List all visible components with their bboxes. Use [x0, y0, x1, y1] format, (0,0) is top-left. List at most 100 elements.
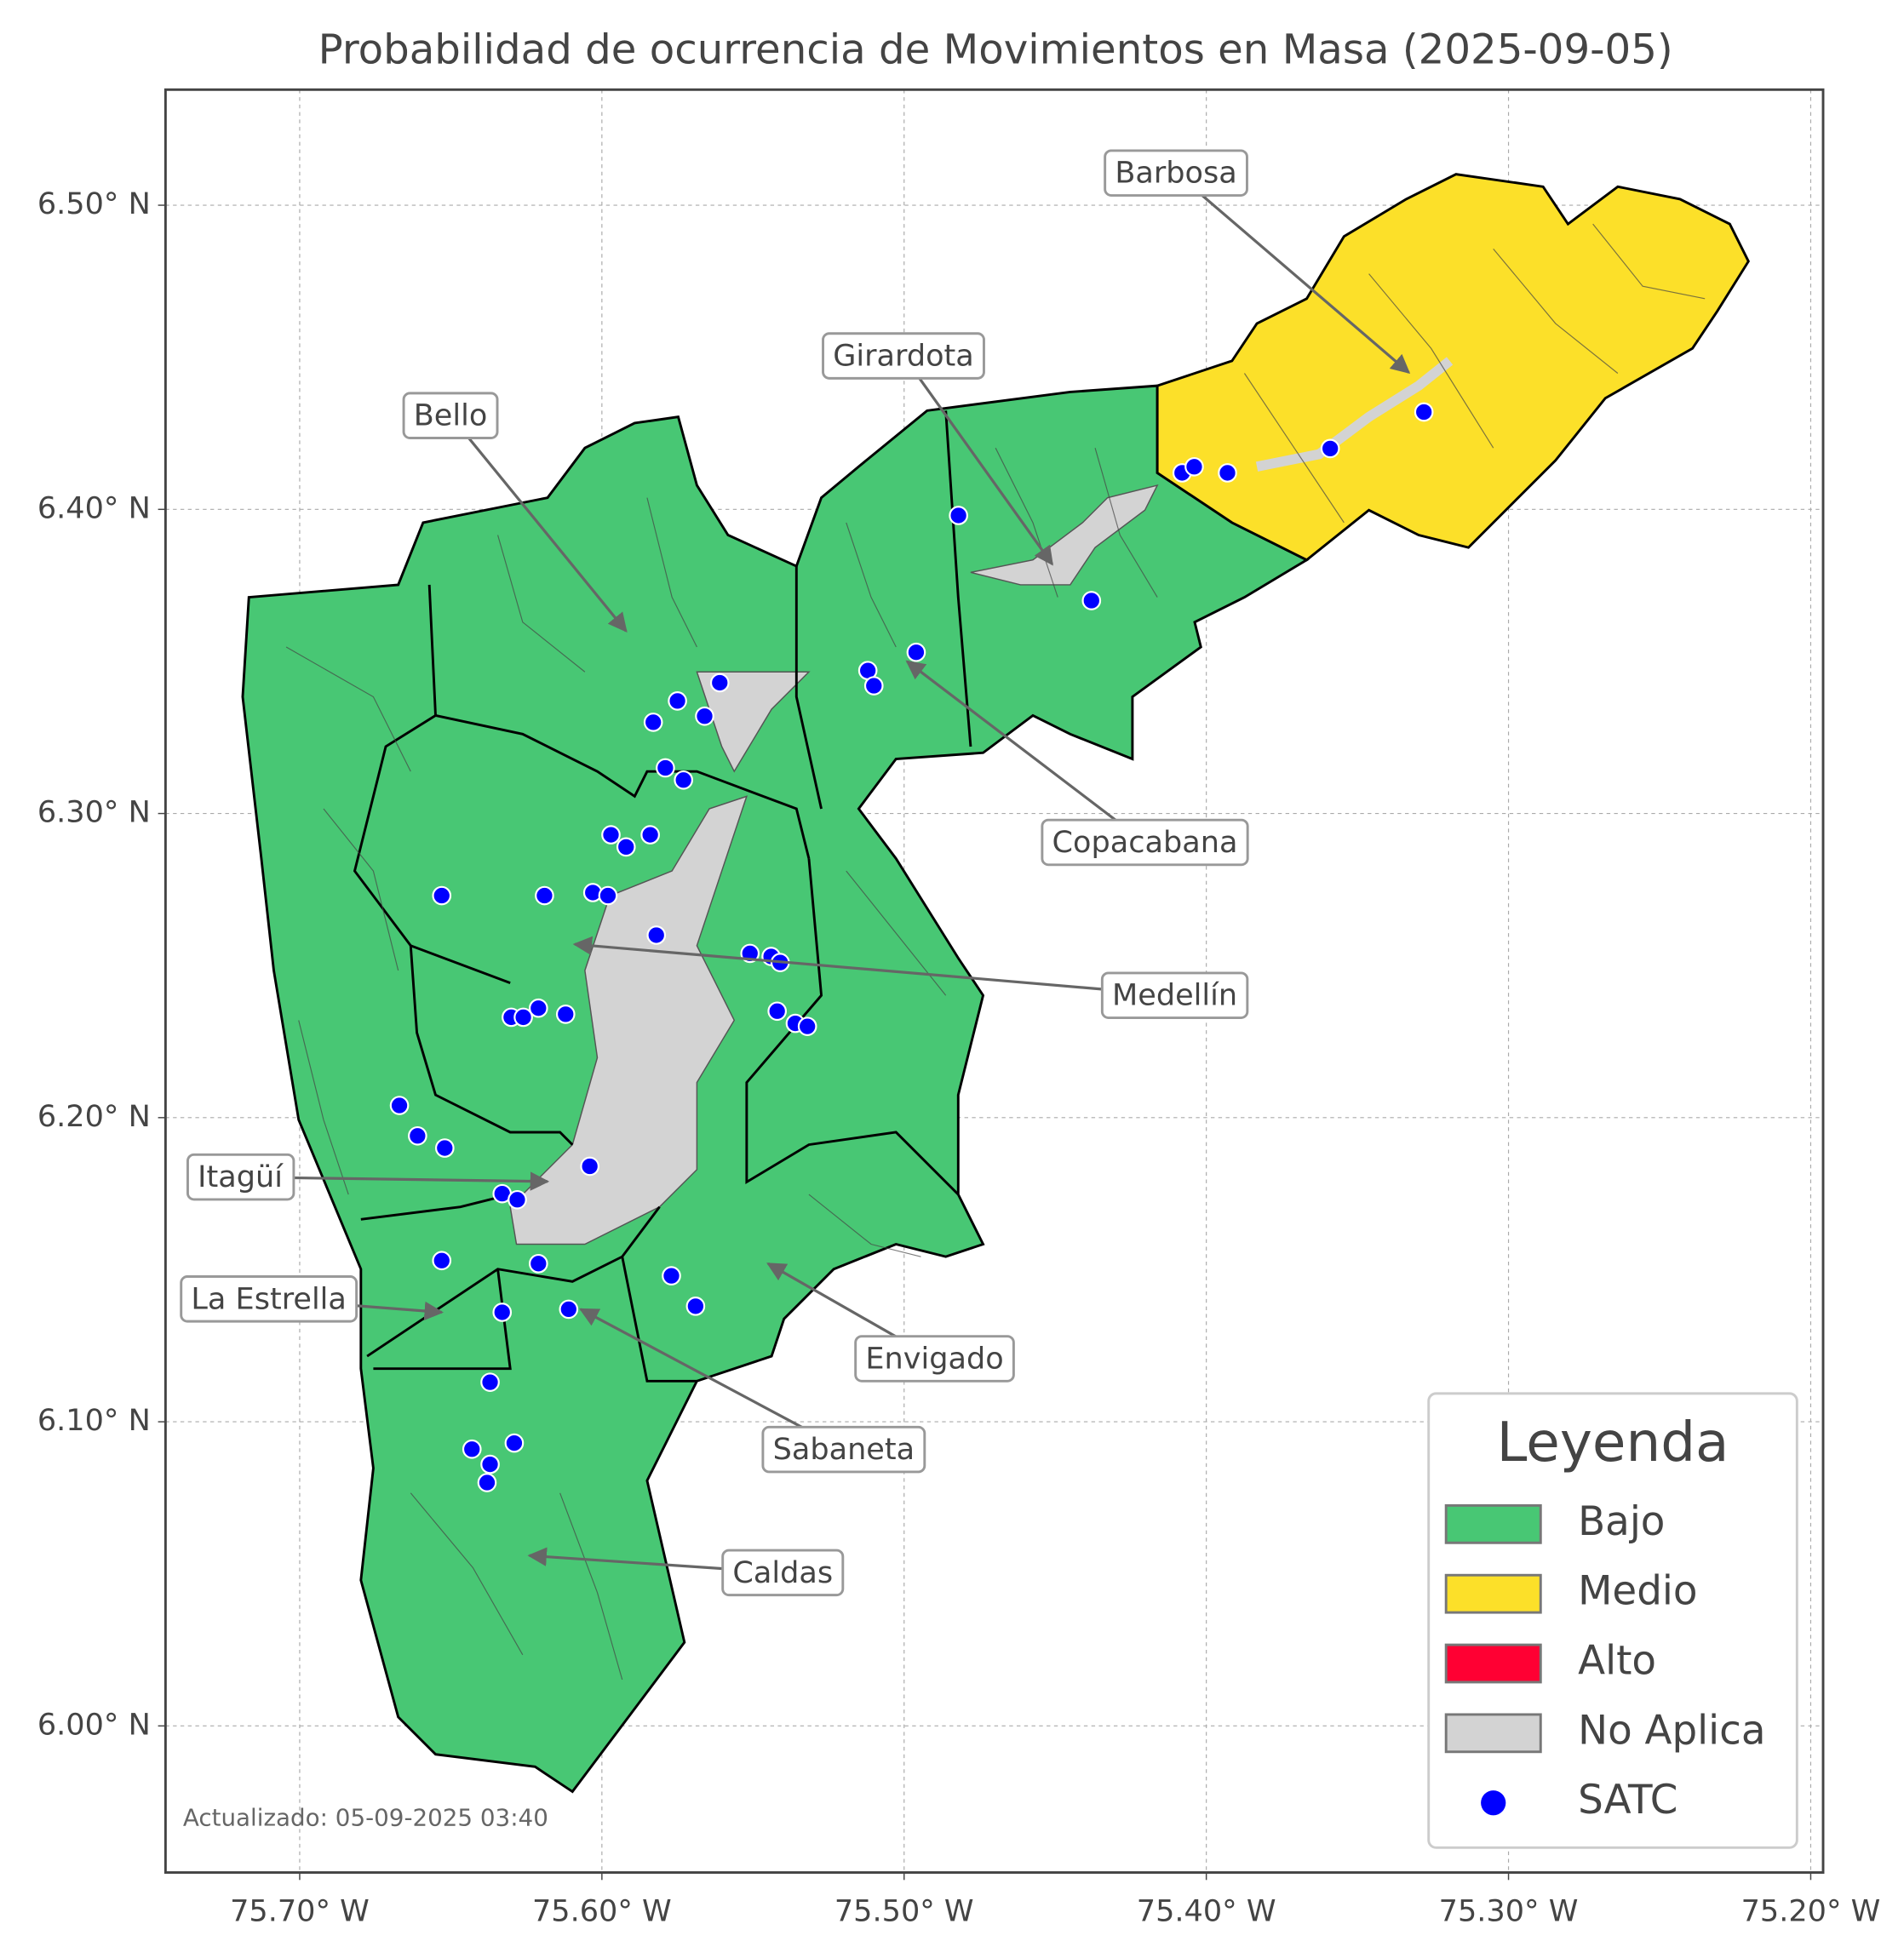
satc-point	[480, 1372, 500, 1392]
x-tick-label: 75.30° W	[1439, 1893, 1579, 1928]
satc-point	[1218, 463, 1237, 483]
y-tick-label: 6.00° N	[37, 1707, 151, 1742]
annotation-label: La Estrella	[191, 1281, 347, 1316]
satc-point	[797, 1016, 817, 1036]
region-no-aplica	[970, 484, 1159, 586]
satc-point	[477, 1473, 497, 1492]
annotation-arrow	[1175, 171, 1411, 375]
satc-point	[601, 825, 621, 845]
region-no-aplica	[509, 795, 748, 1245]
satc-point	[598, 885, 618, 906]
satc-point	[767, 1001, 788, 1022]
annotation-box	[180, 1275, 358, 1323]
satc-point	[480, 1454, 500, 1474]
satc-point	[580, 1156, 599, 1177]
annotation-arrow	[902, 355, 1053, 566]
annotation-label: Envigado	[865, 1341, 1003, 1376]
legend-swatch	[1444, 1643, 1542, 1684]
satc-point	[1184, 456, 1204, 477]
annotation-box	[822, 332, 985, 380]
legend-label: SATC	[1578, 1778, 1677, 1824]
satc-point	[1414, 402, 1434, 422]
satc-point	[462, 1439, 482, 1459]
annotations: Barbosa Girardota Bello Copacabana Medellín I…	[180, 149, 1411, 1597]
satc-point	[1320, 438, 1340, 459]
satc-point	[389, 1096, 410, 1115]
satc-point	[643, 713, 663, 732]
satc-point	[640, 825, 660, 845]
legend-label: Medio	[1578, 1569, 1697, 1615]
x-tick-label: 75.60° W	[532, 1893, 672, 1928]
satc-point	[513, 1007, 533, 1028]
satc-point	[559, 1299, 579, 1320]
satc-point	[695, 706, 714, 726]
y-tick-label: 6.30° N	[37, 795, 151, 830]
y-tick-label: 6.10° N	[37, 1403, 151, 1438]
axes-frame	[163, 88, 1825, 1875]
annotation-label: Caldas	[732, 1555, 833, 1590]
satc-point	[709, 673, 730, 693]
satc-point	[528, 1253, 548, 1274]
legend-label: Bajo	[1578, 1499, 1665, 1545]
annotation-box	[1041, 818, 1249, 867]
legend: Leyenda Bajo Medio Alto No Aplica SATC	[1427, 1392, 1798, 1849]
legend-label: Alto	[1578, 1639, 1656, 1685]
satc-point	[662, 1266, 681, 1285]
annotation-arrow	[905, 660, 1146, 844]
legend-marker	[1481, 1790, 1506, 1816]
satc-point	[685, 1297, 706, 1316]
satc-point	[504, 1433, 525, 1453]
annotation-box	[721, 1549, 845, 1597]
x-tick-label: 75.50° W	[834, 1893, 974, 1928]
annotation-label: Sabaneta	[773, 1432, 915, 1467]
region-no-aplica	[696, 671, 811, 773]
satc-point	[616, 837, 636, 857]
annotation-box	[761, 1425, 926, 1474]
annotation-box	[402, 392, 499, 439]
y-tick-label: 6.40° N	[37, 490, 151, 525]
satc-point	[432, 1251, 452, 1271]
satc-point	[668, 691, 687, 711]
satc-point	[555, 1005, 576, 1024]
annotation-label: Itagüí	[198, 1159, 284, 1194]
annotation-label: Bello	[414, 398, 488, 433]
satc-point	[863, 676, 884, 696]
y-tick-label: 6.20° N	[37, 1099, 151, 1134]
satc-point	[906, 642, 926, 662]
annotation-label: Barbosa	[1115, 156, 1236, 191]
satc-point	[1081, 591, 1102, 610]
river	[1255, 357, 1454, 472]
legend-title: Leyenda	[1497, 1411, 1729, 1474]
map-title: Probabilidad de ocurrencia de Movimiento…	[318, 26, 1673, 73]
satc-point	[432, 885, 452, 906]
annotation-box	[854, 1335, 1015, 1383]
ticks: 75.70° W 75.60° W 75.50° W 75.40° W 75.30° W…	[37, 186, 1880, 1928]
satc-point	[408, 1125, 427, 1146]
x-tick-label: 75.40° W	[1137, 1893, 1276, 1928]
annotation-box	[186, 1153, 295, 1201]
legend-swatch	[1444, 1573, 1542, 1614]
satc-point	[492, 1303, 513, 1322]
y-tick-label: 6.50° N	[37, 186, 151, 221]
satc-point	[656, 758, 675, 778]
annotation-label: Copacabana	[1052, 825, 1238, 860]
annotation-arrow	[449, 415, 628, 633]
subdivisions	[285, 223, 1706, 1680]
satc-point	[535, 885, 554, 906]
boundaries	[353, 410, 972, 1383]
satc-point	[508, 1189, 527, 1210]
satc-point	[949, 506, 968, 525]
annotation-arrow	[572, 936, 1175, 997]
satc-point	[528, 998, 548, 1018]
satc-point	[646, 925, 667, 945]
legend-swatch	[1444, 1503, 1542, 1544]
satc-point	[674, 770, 693, 790]
legend-swatch	[1444, 1713, 1542, 1754]
annotation-box	[1104, 149, 1248, 197]
satc-point	[434, 1138, 455, 1158]
annotation-label: Medellín	[1112, 978, 1237, 1013]
footnote: Actualizado: 05-09-2025 03:40	[183, 1804, 548, 1832]
annotation-box	[1100, 971, 1249, 1019]
